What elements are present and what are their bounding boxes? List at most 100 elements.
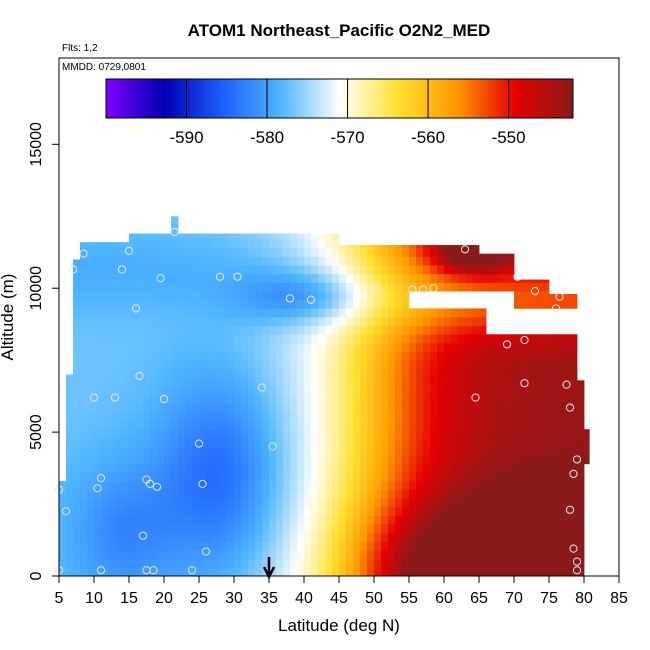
heatmap-cell: [500, 273, 508, 283]
heatmap-cell: [542, 506, 550, 516]
heatmap-cell: [549, 334, 557, 344]
heatmap-cell: [220, 558, 228, 568]
x-tick-label: 40: [295, 590, 313, 607]
heatmap-cell: [549, 299, 557, 309]
heatmap-cell: [549, 455, 557, 465]
heatmap-cell: [108, 325, 116, 335]
colorbar-segment: [307, 79, 312, 118]
colorbar-segment: [230, 79, 236, 118]
heatmap-cell: [227, 550, 235, 560]
heatmap-cell: [255, 429, 263, 439]
heatmap-cell: [171, 216, 179, 223]
heatmap-cell: [577, 437, 585, 447]
heatmap-cell: [570, 524, 578, 534]
heatmap-cell: [395, 524, 403, 534]
heatmap-cell: [388, 245, 396, 249]
heatmap-cell: [311, 291, 319, 301]
heatmap-cell: [80, 411, 88, 421]
heatmap-cell: [255, 411, 263, 421]
heatmap-cell: [66, 489, 74, 499]
sample-point: [502, 340, 512, 349]
sample-point: [562, 380, 571, 389]
heatmap-cell: [493, 524, 501, 534]
heatmap-cell: [535, 411, 543, 421]
heatmap-cell: [192, 239, 200, 249]
heatmap-cell: [395, 481, 403, 491]
heatmap-cell: [430, 472, 438, 482]
colorbar-segment: [428, 79, 433, 118]
colorbar-segment: [138, 79, 143, 118]
heatmap-cell: [339, 567, 347, 577]
heatmap-cell: [248, 256, 256, 266]
heatmap-cell: [542, 498, 550, 508]
heatmap-cell: [199, 455, 207, 465]
heatmap-cell: [87, 567, 95, 577]
heatmap-cell: [521, 550, 529, 560]
heatmap-cell: [241, 299, 249, 309]
heatmap-cell: [129, 325, 137, 335]
heatmap-cell: [157, 506, 165, 516]
heatmap-cell: [353, 377, 361, 387]
heatmap-cell: [157, 233, 165, 240]
heatmap-cell: [332, 308, 340, 318]
heatmap-cell: [136, 446, 144, 456]
heatmap-cell: [150, 273, 158, 283]
heatmap-cell: [192, 506, 200, 516]
heatmap-cell: [192, 325, 200, 335]
colorbar-tick-label: -580: [250, 128, 284, 147]
heatmap-cell: [514, 437, 522, 447]
heatmap-cell: [129, 506, 137, 516]
heatmap-cell: [535, 420, 543, 430]
heatmap-cell: [430, 558, 438, 568]
heatmap-cell: [171, 273, 179, 283]
sample-point: [194, 439, 204, 448]
heatmap-cell: [136, 256, 144, 266]
heatmap-cell: [269, 489, 277, 499]
heatmap-cell: [241, 411, 249, 421]
heatmap-cell: [269, 472, 277, 482]
heatmap-cell: [493, 265, 501, 275]
heatmap-cell: [311, 420, 319, 430]
heatmap-cell: [528, 506, 536, 516]
heatmap-cell: [528, 420, 536, 430]
heatmap-cell: [346, 351, 354, 361]
heatmap-cell: [108, 299, 116, 309]
heatmap-cell: [381, 411, 389, 421]
heatmap-cell: [423, 489, 431, 499]
heatmap-cell: [178, 455, 186, 465]
heatmap-cell: [423, 420, 431, 430]
heatmap-cell: [143, 541, 151, 551]
heatmap-cell: [241, 291, 249, 301]
heatmap-cell: [528, 532, 536, 542]
heatmap-cell: [311, 506, 319, 516]
heatmap-cell: [500, 420, 508, 430]
heatmap-cell: [535, 403, 543, 413]
heatmap-cell: [325, 567, 333, 577]
heatmap-cell: [409, 446, 417, 456]
heatmap-cell: [332, 567, 340, 577]
heatmap-cell: [276, 550, 284, 560]
heatmap-cell: [220, 429, 228, 439]
heatmap-cell: [451, 265, 459, 275]
heatmap-cell: [563, 481, 571, 491]
heatmap-cell: [493, 472, 501, 482]
heatmap-cell: [171, 437, 179, 447]
heatmap-cell: [437, 325, 445, 335]
latitude-marker-arrow: [262, 557, 276, 580]
heatmap-cell: [521, 394, 529, 404]
heatmap-cell: [507, 273, 515, 283]
heatmap-cell: [164, 567, 172, 577]
heatmap-cell: [192, 446, 200, 456]
heatmap-cell: [556, 342, 564, 352]
heatmap-cell: [199, 247, 207, 257]
heatmap-cell: [549, 429, 557, 439]
heatmap-cell: [269, 541, 277, 551]
heatmap-cell: [500, 558, 508, 568]
heatmap-cell: [367, 394, 375, 404]
heatmap-cell: [136, 567, 144, 577]
heatmap-cell: [318, 386, 326, 396]
heatmap-cell: [416, 489, 424, 499]
chart-title: ATOM1 Northeast_Pacific O2N2_MED: [188, 21, 491, 40]
heatmap-cell: [115, 273, 123, 283]
heatmap-cell: [122, 411, 130, 421]
